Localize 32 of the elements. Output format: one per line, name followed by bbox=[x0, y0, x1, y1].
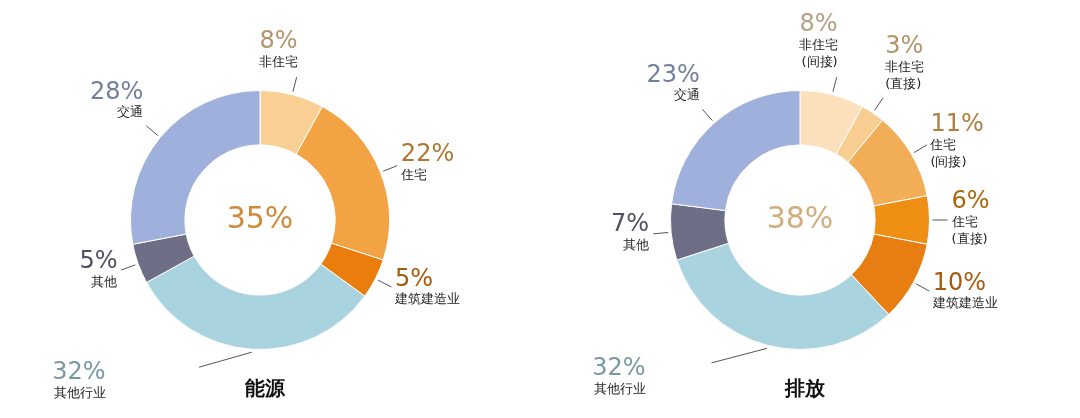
slice-label: 非住宅 bbox=[258, 54, 298, 70]
slice-label: 非住宅 (间接) bbox=[798, 37, 838, 70]
slice-label: 其他 bbox=[91, 273, 118, 289]
data-label: 3% bbox=[885, 30, 924, 59]
data-label: 8% bbox=[799, 9, 838, 38]
slice-label: 非住宅 (直接) bbox=[885, 58, 925, 91]
data-label: 23% bbox=[646, 59, 700, 88]
text: 38% bbox=[766, 199, 834, 235]
slice-label: 其他行业 bbox=[53, 385, 106, 401]
slice-label: 交通 bbox=[673, 87, 700, 103]
slice-label: 交通 bbox=[117, 104, 144, 120]
data-label: 22% bbox=[400, 138, 455, 167]
data-label: 32% bbox=[592, 352, 646, 381]
data-label: 8% bbox=[259, 26, 298, 55]
text: 35% bbox=[226, 199, 294, 235]
slice-label: 住宅 (直接) bbox=[950, 213, 988, 246]
data-label: 5% bbox=[394, 263, 434, 292]
data-label: 11% bbox=[930, 109, 984, 138]
slice-label: 建筑建造业 bbox=[393, 291, 460, 307]
text: 排放 bbox=[784, 376, 826, 401]
slice-label: 其他行业 bbox=[593, 380, 646, 396]
text: 能源 bbox=[245, 376, 286, 401]
data-label: 28% bbox=[89, 76, 144, 105]
data-label: 5% bbox=[79, 246, 118, 275]
slice-label: 其他 bbox=[623, 236, 650, 252]
slice-label: 建筑建造业 bbox=[931, 295, 998, 311]
data-label: 6% bbox=[951, 186, 990, 215]
slice-label: 住宅 (间接) bbox=[929, 136, 967, 169]
data-label: 10% bbox=[932, 267, 987, 296]
slice-label: 住宅 bbox=[399, 166, 427, 182]
data-label: 32% bbox=[52, 357, 106, 386]
data-label: 7% bbox=[611, 208, 650, 237]
